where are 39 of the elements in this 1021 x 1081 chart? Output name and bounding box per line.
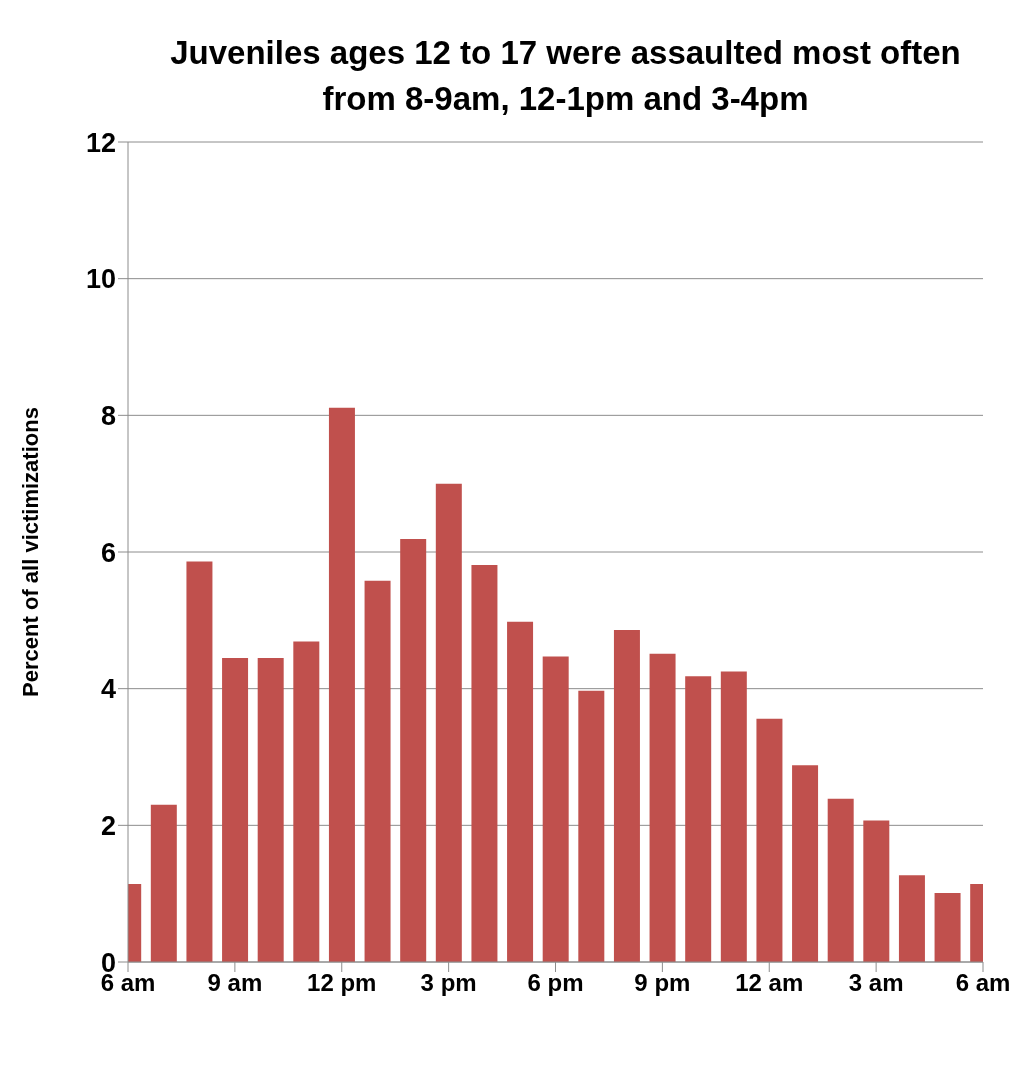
x-tick-label: 6 pm bbox=[527, 969, 584, 997]
bar bbox=[934, 892, 961, 962]
bar bbox=[400, 539, 427, 962]
bar bbox=[542, 656, 569, 962]
y-tick-label: 10 bbox=[85, 264, 116, 295]
bar bbox=[471, 564, 498, 962]
bar bbox=[364, 580, 391, 962]
y-tick-label: 4 bbox=[100, 674, 116, 705]
bar bbox=[613, 629, 640, 962]
bar bbox=[685, 676, 712, 962]
x-tick-label: 6 am bbox=[955, 969, 1011, 997]
chart-title: Juveniles ages 12 to 17 were assaulted most often from 8-9am, 12-1pm and 3-4pm bbox=[169, 33, 962, 119]
bar bbox=[435, 483, 462, 962]
bar bbox=[328, 407, 355, 962]
bar bbox=[649, 653, 676, 962]
x-tick-label: 12 am bbox=[735, 969, 804, 997]
bar bbox=[186, 561, 213, 962]
bar bbox=[293, 641, 320, 962]
bar bbox=[756, 718, 783, 962]
bar bbox=[898, 875, 925, 962]
y-tick-label: 6 bbox=[100, 537, 116, 568]
bar bbox=[720, 671, 747, 962]
x-tick-label: 3 am bbox=[848, 969, 904, 997]
y-tick-label: 8 bbox=[100, 400, 116, 431]
x-tick-label: 3 pm bbox=[420, 969, 477, 997]
x-tick-label: 9 pm bbox=[634, 969, 691, 997]
y-tick-label: 12 bbox=[85, 127, 116, 158]
bar bbox=[222, 657, 249, 962]
bar bbox=[150, 804, 177, 962]
bar bbox=[863, 820, 890, 962]
bar bbox=[827, 798, 854, 962]
x-tick-label: 9 am bbox=[207, 969, 263, 997]
bar bbox=[507, 621, 534, 962]
bar bbox=[257, 657, 284, 962]
y-tick-label: 2 bbox=[100, 810, 116, 841]
bar bbox=[578, 690, 605, 962]
y-axis-title: Percent of all victimizations bbox=[17, 407, 43, 697]
bar bbox=[792, 765, 819, 962]
x-tick-label: 12 pm bbox=[307, 969, 377, 997]
